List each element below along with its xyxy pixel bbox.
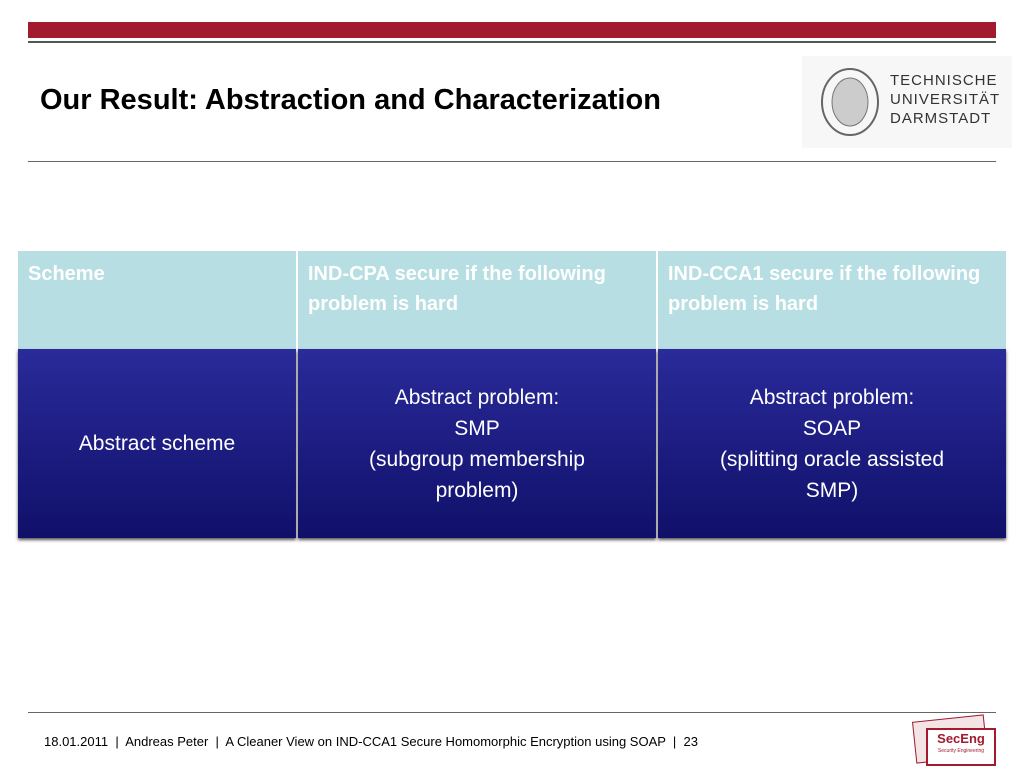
body-cell: Abstract problem: SMP (subgroup membership… <box>298 349 656 538</box>
top-rule <box>28 41 996 43</box>
logo-text: UNIVERSITÄT <box>890 91 1001 108</box>
cell-line: Abstract problem: <box>749 385 915 409</box>
badge-sub: Security Engineering <box>937 748 985 754</box>
cell-line: Abstract scheme <box>78 432 236 455</box>
header-cell: IND-CCA1 secure if the following problem… <box>658 251 1006 349</box>
cell-line: (subgroup membership <box>369 447 585 471</box>
badge-text: SecEng <box>937 731 985 746</box>
top-bar <box>28 22 996 38</box>
logo-text: DARMSTADT <box>890 110 992 127</box>
logo-emblem <box>821 68 879 136</box>
cell-line: problem) <box>435 478 519 502</box>
title-rule <box>28 161 996 162</box>
slide-title: Our Result: Abstraction and Characteriza… <box>40 84 661 116</box>
body-cell: Abstract scheme <box>18 349 296 538</box>
cell-line: SOAP <box>802 416 862 440</box>
footer-text: 18.01.2011 | Andreas Peter | A Cleaner V… <box>44 734 698 749</box>
cell-line: SMP) <box>805 478 859 502</box>
body-cell: Abstract problem: SOAP (splitting oracle a… <box>658 349 1006 538</box>
cell-line: SMP <box>454 416 500 440</box>
header-cell: IND-CPA secure if the following problem … <box>298 251 656 349</box>
cell-line: (splitting oracle assisted <box>719 447 945 471</box>
badge: SecEng Security Engineering <box>926 728 996 766</box>
logo-text: TECHNISCHE <box>890 72 998 89</box>
cell-line: Abstract problem: <box>394 385 560 409</box>
footer-rule <box>28 712 996 713</box>
header-cell: Scheme <box>18 251 296 349</box>
